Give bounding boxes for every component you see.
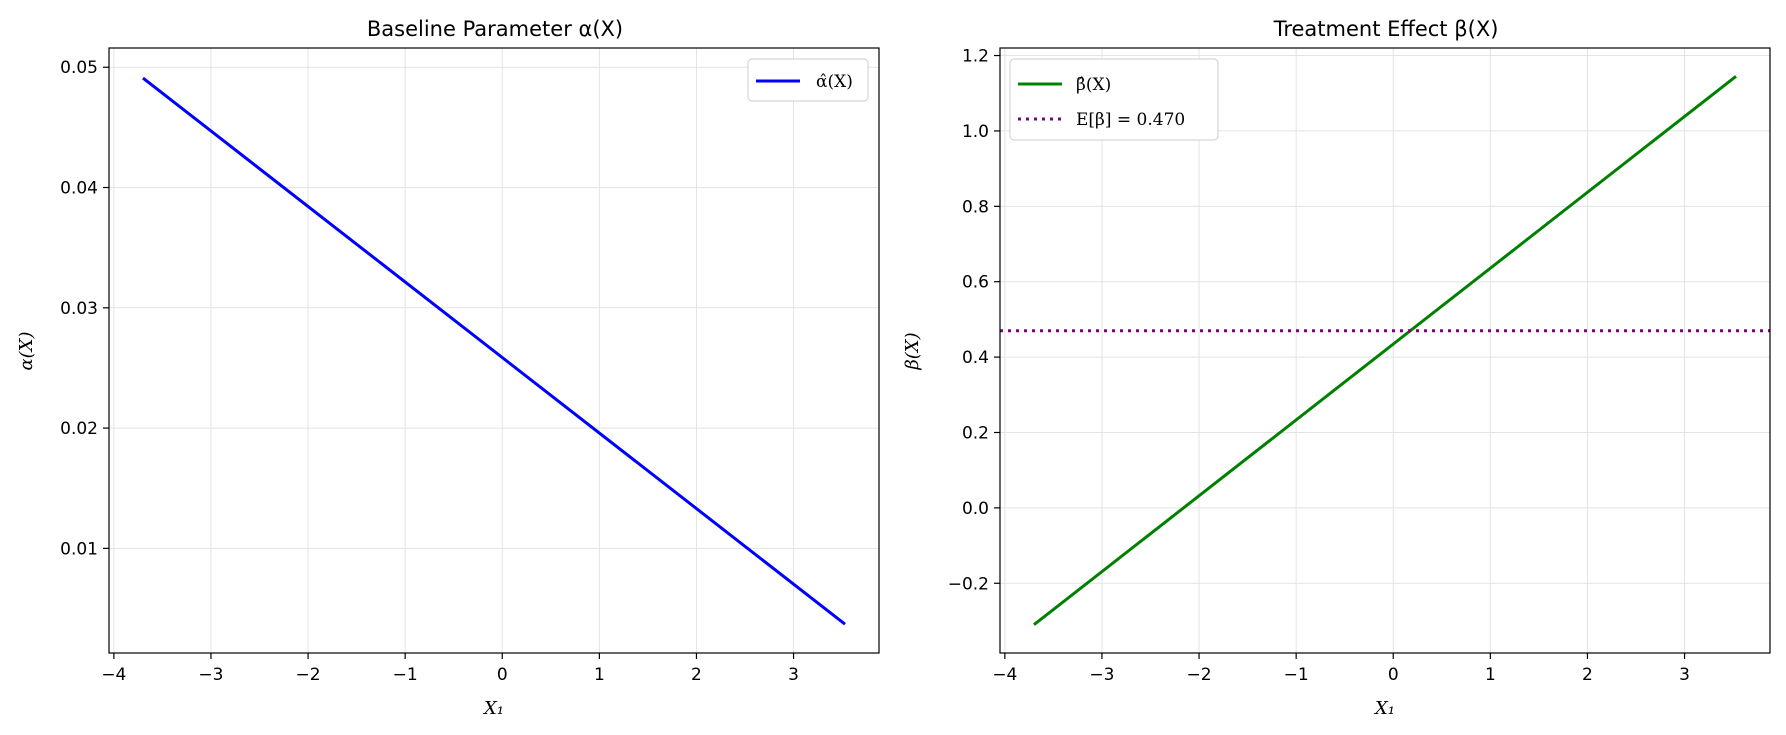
series-layer: [1000, 75, 1770, 626]
series-line-0: [142, 76, 846, 626]
legend: α̂(X): [747, 58, 869, 102]
plot-frame: [108, 47, 880, 654]
x-tick-label: −2: [296, 665, 321, 685]
x-tick-label: 0: [1388, 665, 1399, 685]
y-tick-label: 0.2: [962, 423, 989, 443]
y-tick-label: 0.8: [962, 197, 989, 217]
y-tick-label: 0.03: [60, 299, 98, 319]
x-axis-label: X₁: [482, 698, 504, 719]
plot-frame: [999, 47, 1771, 654]
series-layer: [142, 76, 846, 626]
x-tick-label: 2: [1582, 665, 1593, 685]
legend-entry-alpha: α̂(X): [816, 72, 853, 92]
x-axis-label: X₁: [1373, 698, 1395, 719]
legend: β̂(X) E[β] = 0.470: [1009, 58, 1219, 141]
x-tick-label: 3: [1679, 665, 1690, 685]
legend-box: [1009, 58, 1219, 141]
legend-entry-beta: β̂(X): [1076, 75, 1111, 95]
legend-entry-expectation: E[β] = 0.470: [1076, 110, 1185, 130]
y-tick-label: 0.0: [962, 499, 989, 519]
y-axis-label: α(X): [16, 331, 37, 370]
x-tick-label: 0: [497, 665, 508, 685]
series-line-0: [1033, 75, 1737, 626]
x-tick-label: −4: [992, 665, 1017, 685]
y-axis-label: β(X): [902, 332, 923, 370]
ticks: −4 −3 −2 −1 0 1 2 3 −0.2 0.0 0.2 0.4 0.6 0.8 1.0 1.2: [948, 47, 1690, 685]
x-tick-label: −3: [1089, 665, 1114, 685]
x-tick-label: −1: [393, 665, 418, 685]
y-tick-label: 0.05: [60, 58, 98, 78]
x-tick-label: −2: [1187, 665, 1212, 685]
ticks: −4 −3 −2 −1 0 1 2 3 0.01 0.02 0.03 0.04 0.05: [60, 58, 799, 685]
chart-alpha: Baseline Parameter α(X) −4 −3 −2 −1 0 1 2 3 0.01…: [16, 17, 880, 719]
chart-title: Treatment Effect β(X): [1273, 17, 1499, 41]
x-tick-label: 2: [691, 665, 702, 685]
y-tick-label: 0.04: [60, 179, 98, 199]
y-tick-label: 1.2: [962, 47, 989, 67]
y-tick-label: 0.01: [60, 539, 98, 559]
x-tick-label: 1: [594, 665, 605, 685]
grid: [1000, 48, 1770, 653]
y-tick-label: 1.0: [962, 122, 989, 142]
y-tick-label: 0.4: [962, 348, 989, 368]
chart-beta: Treatment Effect β(X) −4 −3 −2 −1 0 1 2 3 −0.2 0.…: [902, 17, 1771, 719]
x-tick-label: −4: [101, 665, 126, 685]
y-tick-label: 0.6: [962, 273, 989, 293]
legend-box: [747, 58, 869, 102]
x-tick-label: 3: [788, 665, 799, 685]
x-tick-label: −3: [198, 665, 223, 685]
chart-title: Baseline Parameter α(X): [367, 17, 623, 41]
y-tick-label: −0.2: [948, 574, 989, 594]
x-tick-label: −1: [1284, 665, 1309, 685]
y-tick-label: 0.02: [60, 419, 98, 439]
x-tick-label: 1: [1485, 665, 1496, 685]
